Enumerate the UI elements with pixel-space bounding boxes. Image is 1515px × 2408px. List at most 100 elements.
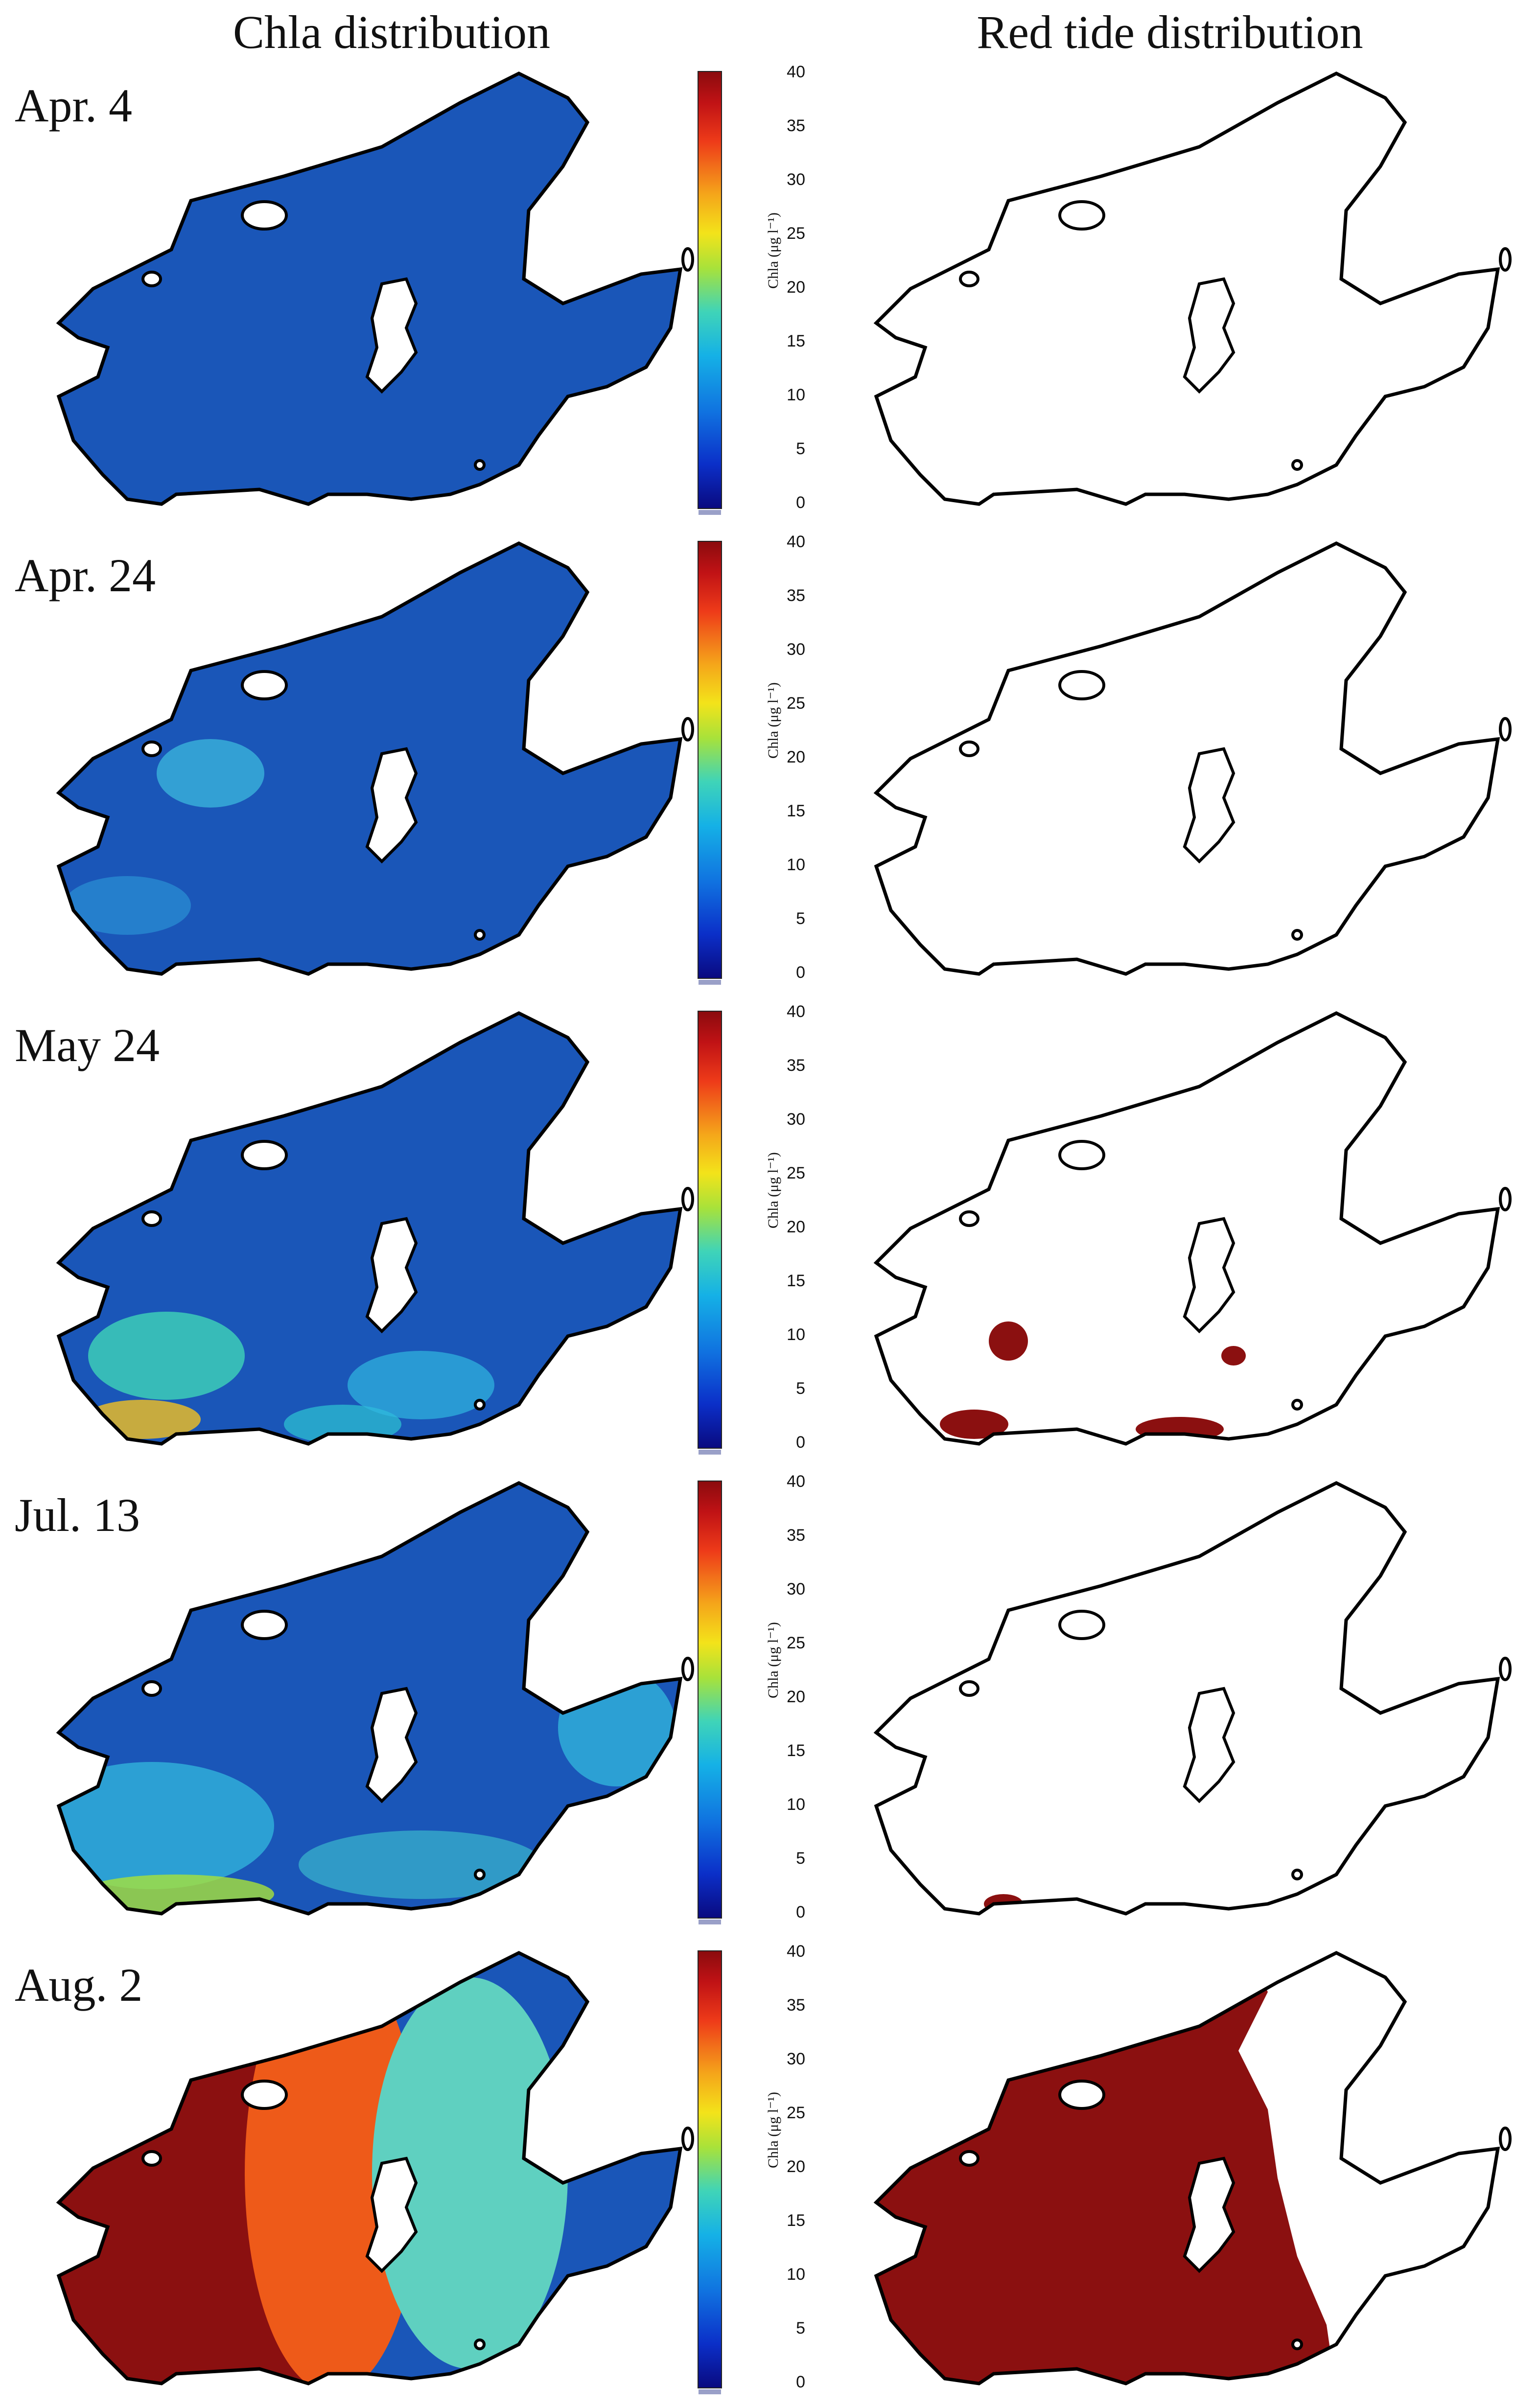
- colorbar-tick-label: 0: [796, 1433, 805, 1452]
- island-outline: [1058, 1140, 1105, 1170]
- panel-row: Apr. 4 40 35 30 25 20 15 10 5 0 Chla (μg l⁻¹): [0, 59, 1515, 529]
- island-outline: [959, 2150, 979, 2167]
- island-outline: [141, 741, 162, 757]
- island-outline: [1291, 2339, 1303, 2350]
- chla-colorbar: [698, 71, 722, 515]
- chla-colorbar: [698, 541, 722, 985]
- colorbar-tick-label: 20: [787, 748, 805, 766]
- colorbar-tick-label: 15: [787, 1272, 805, 1290]
- chla-hotspot: [88, 1312, 245, 1400]
- island-outline: [1058, 200, 1105, 231]
- colorbar-tick-label: 30: [787, 640, 805, 659]
- red-tide-map: [847, 543, 1512, 984]
- chla-map: [29, 543, 694, 984]
- colorbar-tick-label: 5: [796, 1849, 805, 1868]
- colorbar-tick-label: 10: [787, 856, 805, 874]
- island-outline: [1499, 247, 1512, 272]
- panel-row: May 24 40 35 30 25 20 15 10 5 0 Chla (μg l⁻¹): [0, 998, 1515, 1468]
- island-outline: [681, 717, 694, 741]
- island-outline: [365, 277, 418, 394]
- island-outline: [1291, 1869, 1303, 1880]
- colorbar-tick-label: 40: [787, 533, 805, 551]
- colorbar-tick-label: 20: [787, 2157, 805, 2176]
- island-outline: [365, 1687, 418, 1804]
- panel-row: Aug. 2 40 35 30 25 20 15 10 5 0 Chla (μg l⁻¹): [0, 1938, 1515, 2408]
- chla-hotspot: [78, 1875, 274, 1914]
- island-outline: [959, 1680, 979, 1697]
- island-outline: [681, 1187, 694, 1211]
- colorbar-tick-label: 30: [787, 1110, 805, 1129]
- island-outline: [241, 1610, 288, 1640]
- colorbar-tick-label: 35: [787, 1056, 805, 1075]
- colorbar-tick-label: 25: [787, 694, 805, 713]
- colorbar-tick-label: 15: [787, 802, 805, 820]
- colorbar-tick-label: 40: [787, 1942, 805, 1961]
- colorbar-tick-label: 20: [787, 278, 805, 297]
- red-tide-map: [847, 1483, 1512, 1923]
- island-outline: [141, 271, 162, 287]
- chla-hotspot: [64, 876, 191, 935]
- colorbar-tick-label: 35: [787, 586, 805, 605]
- chla-colorbar: [698, 1011, 722, 1455]
- colorbar-tick-label: 5: [796, 909, 805, 928]
- chla-hotspot: [558, 1669, 676, 1786]
- colorbar-tick-label: 0: [796, 493, 805, 512]
- red-tide-column-title: Red tide distribution: [977, 6, 1363, 58]
- island-outline: [1183, 2156, 1235, 2273]
- island-outline: [1291, 459, 1303, 471]
- colorbar-tick-label: 5: [796, 1379, 805, 1398]
- red-tide-map: [847, 73, 1512, 514]
- date-label: Apr. 4: [15, 79, 132, 132]
- island-outline: [141, 1210, 162, 1227]
- island-outline: [959, 741, 979, 757]
- colorbar-tick-label: 30: [787, 2050, 805, 2068]
- red-tide-map: [847, 1953, 1512, 2393]
- colorbar-tick-label: 30: [787, 1580, 805, 1598]
- island-outline: [141, 2150, 162, 2167]
- colorbar-tick-label: 20: [787, 1688, 805, 1706]
- island-outline: [1291, 929, 1303, 941]
- island-outline: [241, 670, 288, 700]
- colorbar-tick-label: 30: [787, 170, 805, 189]
- red-tide-patch: [876, 1292, 903, 1321]
- island-outline: [1058, 670, 1105, 700]
- island-outline: [474, 929, 486, 941]
- colorbar-tick-label: 15: [787, 332, 805, 350]
- island-outline: [1183, 277, 1235, 394]
- colorbar-tick-label: 40: [787, 1002, 805, 1021]
- colorbar-label: Chla (μg l⁻¹): [765, 1152, 781, 1228]
- colorbar-tick-label: 0: [796, 1903, 805, 1922]
- island-outline: [1183, 1687, 1235, 1804]
- red-tide-patch: [940, 1410, 1008, 1439]
- island-outline: [1499, 1187, 1512, 1211]
- colorbar-tick-label: 35: [787, 1526, 805, 1545]
- chla-hotspot: [299, 1830, 543, 1899]
- island-outline: [681, 2127, 694, 2151]
- chla-hotspot: [157, 739, 264, 808]
- colorbar-tick-label: 15: [787, 1741, 805, 1760]
- colorbar-tick-label: 5: [796, 2319, 805, 2338]
- island-outline: [1291, 1399, 1303, 1411]
- chla-column-title: Chla distribution: [233, 6, 550, 58]
- red-tide-patch: [1221, 1346, 1246, 1366]
- chla-map: [29, 73, 694, 514]
- island-outline: [1499, 717, 1512, 741]
- island-outline: [959, 1210, 979, 1227]
- island-outline: [959, 271, 979, 287]
- colorbar-tick-label: 35: [787, 116, 805, 135]
- colorbar-tick-label: 35: [787, 1996, 805, 2014]
- island-outline: [241, 200, 288, 231]
- colorbar-tick-label: 25: [787, 1164, 805, 1182]
- island-outline: [474, 1399, 486, 1411]
- chla-hotspot: [59, 1762, 274, 1889]
- red-tide-patch: [989, 1321, 1028, 1361]
- chla-colorbar: [698, 1950, 722, 2394]
- island-outline: [1499, 1657, 1512, 1681]
- date-label: Aug. 2: [15, 1959, 143, 2011]
- colorbar-tick-label: 0: [796, 2373, 805, 2391]
- colorbar-tick-label: 10: [787, 1325, 805, 1344]
- island-outline: [1183, 747, 1235, 864]
- island-outline: [681, 247, 694, 272]
- island-outline: [474, 2339, 486, 2350]
- date-label: Apr. 24: [15, 549, 156, 602]
